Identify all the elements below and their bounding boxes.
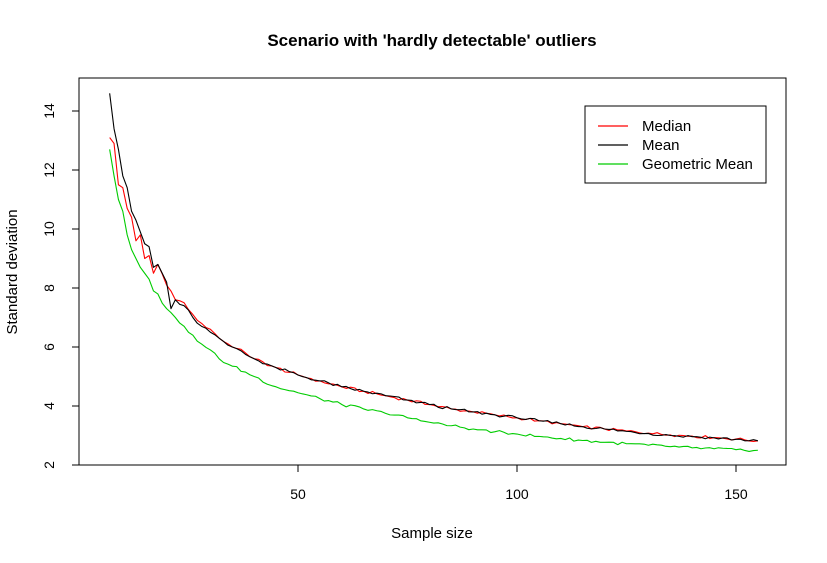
y-tick-label: 14 (41, 103, 57, 119)
legend-label: Median (642, 118, 691, 135)
y-tick-label: 8 (41, 284, 57, 292)
y-tick-label: 10 (41, 221, 57, 237)
y-tick-label: 2 (41, 461, 57, 469)
legend-label: Geometric Mean (642, 156, 753, 173)
x-tick-label: 150 (724, 486, 748, 502)
chart-title: Scenario with 'hardly detectable' outlie… (267, 31, 596, 50)
y-axis-label: Standard deviation (4, 209, 21, 334)
legend-label: Mean (642, 137, 680, 154)
x-tick-label: 50 (290, 486, 306, 502)
series-layer (109, 93, 759, 452)
legend: Median Mean Geometric Mean (584, 105, 767, 184)
x-axis-label: Sample size (391, 525, 473, 542)
plot-frame (78, 77, 787, 466)
series-line-mean (109, 93, 759, 442)
series-line-geometric-mean (109, 149, 758, 452)
x-axis: 50 100 150 (290, 465, 748, 502)
y-tick-label: 4 (41, 402, 57, 410)
y-axis: 2 4 6 8 10 12 14 (41, 103, 79, 469)
y-tick-label: 6 (41, 343, 57, 351)
y-tick-label: 12 (41, 162, 57, 178)
x-tick-label: 100 (505, 486, 529, 502)
